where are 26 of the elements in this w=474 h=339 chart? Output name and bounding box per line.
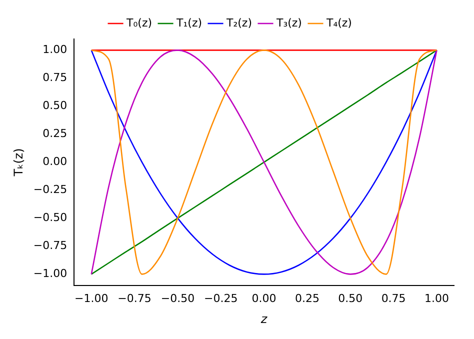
y-axis-title: Tₖ(z) xyxy=(11,148,26,178)
line-series xyxy=(90,50,438,275)
y-tick-label: 1.00 xyxy=(42,43,68,56)
x-tick-label: −0.25 xyxy=(204,292,238,305)
x-axis-title: z xyxy=(260,312,268,326)
x-tick-label: −0.50 xyxy=(160,292,195,305)
y-tick-label: 0.50 xyxy=(42,99,68,112)
x-tick-label: 0.50 xyxy=(338,292,363,305)
y-tick-label: −0.25 xyxy=(33,183,68,196)
y-tick-label: 0.25 xyxy=(42,127,68,140)
legend-label: T₃(z) xyxy=(275,16,302,30)
x-tick-label: 0.00 xyxy=(252,292,276,305)
x-tick-label: −0.75 xyxy=(118,292,152,305)
y-tick-label: 0.75 xyxy=(42,71,68,84)
legend-label: T₁(z) xyxy=(176,16,202,30)
y-tick-label: −0.50 xyxy=(33,211,68,224)
x-tick-label: 0.25 xyxy=(294,292,320,305)
legend-label: T₄(z) xyxy=(325,16,352,30)
x-tick-label: 1.00 xyxy=(424,292,449,305)
legend-label: T₂(z) xyxy=(226,16,252,30)
x-tick-label: −1.00 xyxy=(74,292,108,305)
y-tick-label: −1.00 xyxy=(33,267,68,280)
x-tick-label: 0.75 xyxy=(381,292,406,305)
y-tick-label: 0.00 xyxy=(42,155,68,168)
legend-label: T₀(z) xyxy=(126,16,152,30)
y-tick-label: −0.75 xyxy=(33,239,68,252)
